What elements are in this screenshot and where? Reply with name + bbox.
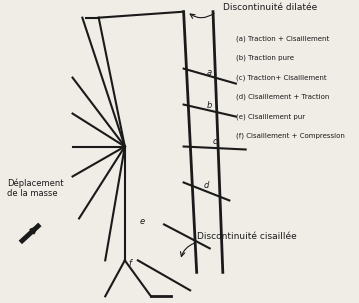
Text: (e) Cisaillement pur: (e) Cisaillement pur — [236, 113, 305, 120]
FancyArrowPatch shape — [181, 243, 194, 256]
Text: (a) Traction + Cisaillement: (a) Traction + Cisaillement — [236, 35, 329, 42]
Text: (c) Traction+ Cisaillement: (c) Traction+ Cisaillement — [236, 74, 326, 81]
Text: (b) Traction pure: (b) Traction pure — [236, 55, 294, 62]
Text: b: b — [206, 101, 212, 110]
Text: c: c — [213, 137, 218, 145]
Text: f: f — [129, 259, 131, 268]
FancyArrowPatch shape — [190, 13, 214, 18]
Text: (d) Cisaillement + Traction: (d) Cisaillement + Traction — [236, 94, 329, 100]
Text: e: e — [139, 218, 144, 226]
Text: Déplacement
de la masse: Déplacement de la masse — [7, 178, 64, 198]
Text: Discontinuité cisaillée: Discontinuité cisaillée — [197, 232, 297, 241]
Text: d: d — [203, 181, 209, 191]
Text: (f) Cisaillement + Compression: (f) Cisaillement + Compression — [236, 133, 345, 139]
Text: Discontinuité dilatée: Discontinuité dilatée — [223, 3, 317, 12]
Text: a: a — [206, 68, 211, 77]
